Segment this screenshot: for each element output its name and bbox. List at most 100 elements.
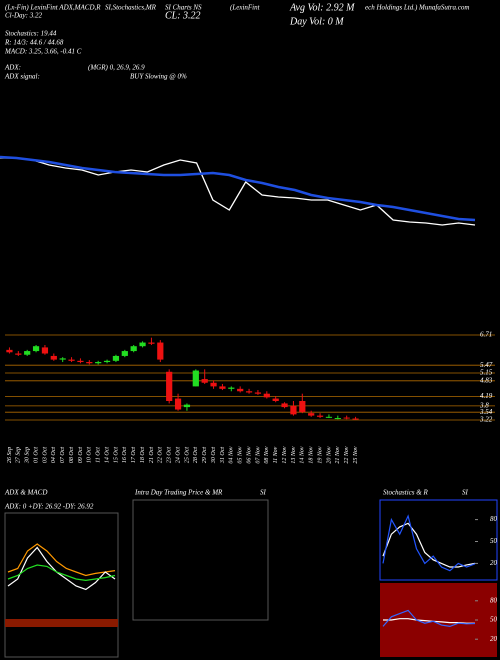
candle-body: [299, 401, 306, 412]
annotation: SI Charts NS: [165, 4, 202, 12]
x-tick-label: 28 Oct: [193, 447, 199, 463]
x-tick-label: 25 Oct: [184, 447, 190, 463]
y-tick-label: 5.15: [480, 369, 493, 377]
y-tick-label: 6.71: [480, 331, 492, 339]
series-line: [382, 514, 476, 572]
x-tick-label: 29 Oct: [202, 447, 208, 463]
annotation: MACD: 3.25, 3.66, -0.41 C: [4, 48, 82, 56]
adx-panel: [4, 512, 119, 658]
x-tick-label: 30 Sep: [25, 447, 31, 464]
annotation: (LexinFint: [230, 4, 261, 12]
candle-body: [254, 392, 262, 394]
candle-body: [121, 351, 128, 356]
candle-body: [112, 355, 120, 361]
y-tick-label: 3.22: [479, 416, 493, 424]
candle-body: [334, 418, 341, 420]
x-tick-label: 25 Nov: [353, 446, 359, 464]
x-tick-label: 03 Oct: [42, 447, 48, 463]
intraday-panel: [132, 499, 269, 621]
candle-body: [174, 398, 182, 410]
candle-body: [316, 415, 324, 417]
candle-body: [68, 359, 75, 361]
annotation: Day Vol: 0 M: [289, 16, 344, 27]
series-line: [382, 609, 476, 628]
series-line: [7, 543, 116, 577]
series-line: [0, 155, 476, 222]
annotation: Stochastics: 19.44: [5, 30, 57, 38]
candle-body: [130, 346, 137, 352]
candle-body: [77, 360, 84, 363]
annotation: Cl-Day: 3.22: [5, 12, 42, 20]
annotation: (Lx-Fin) LexinFint ADX,MACD,R: [5, 4, 101, 12]
x-tick-label: 24 Oct: [174, 447, 181, 463]
y-tick-label: 5.47: [480, 361, 493, 369]
x-tick-label: 05 Nov: [238, 446, 244, 464]
candle-body: [325, 416, 333, 418]
x-tick-label: 18 Oct: [140, 447, 146, 463]
x-tick-label: 08 Nov: [264, 446, 270, 464]
x-tick-label: 14 Nov: [299, 446, 306, 464]
candle-body: [95, 362, 102, 364]
x-tick-label: 22 Oct: [158, 447, 164, 463]
panel-title: Intra Day Trading Price & MR: [134, 489, 223, 497]
candle-body: [139, 342, 146, 347]
panel-title: Stochastics & R: [383, 489, 428, 497]
x-tick-label: 12 Nov: [282, 446, 288, 464]
x-tick-label: 04 Nov: [228, 446, 235, 464]
y-tick-label: 4.19: [480, 392, 493, 400]
x-tick-label: 16 Oct: [122, 447, 128, 463]
candle-body: [210, 382, 217, 387]
annotation: SI,Stochastics,MR: [105, 4, 157, 12]
macd-band: [5, 619, 118, 627]
x-tick-label: 11 Oct: [96, 447, 102, 463]
candle-body: [263, 393, 270, 398]
panel-title: ADX & MACD: [4, 489, 47, 497]
candle-body: [183, 404, 191, 408]
x-tick-label: 11 Nov: [273, 446, 279, 463]
x-tick-label: 26 Sep: [7, 447, 13, 463]
candle-body: [148, 342, 155, 344]
candle-body: [86, 362, 93, 364]
rsi-panel: [380, 583, 497, 657]
x-tick-label: 14 Oct: [103, 447, 110, 463]
y-tick-label: 50: [490, 537, 498, 545]
y-tick-label: 3.8: [479, 401, 489, 409]
annotation: Avg Vol: 2.92 M: [289, 2, 355, 13]
candle-body: [219, 386, 226, 389]
x-tick-label: 10 Oct: [87, 447, 93, 463]
series-line: [7, 546, 116, 591]
candle-body: [24, 351, 31, 355]
annotation: (MGR) 0, 26.9, 26.9: [88, 64, 145, 72]
x-tick-label: 22 Nov: [344, 446, 350, 464]
x-tick-label: 07 Oct: [60, 447, 66, 463]
y-tick-label: 20: [490, 559, 498, 567]
candle-body: [272, 398, 279, 402]
stochastics-panel: [379, 499, 498, 581]
x-tick-label: 06 Nov: [246, 446, 252, 464]
annotation: BUY Slowing @ 0%: [130, 73, 187, 81]
candle-body: [59, 358, 66, 360]
series-line: [382, 522, 476, 568]
x-tick-label: 17 Oct: [131, 447, 137, 463]
candle-body: [41, 347, 49, 354]
panel-subtitle: SI: [260, 489, 267, 497]
candle-body: [290, 405, 297, 415]
annotation: ech Holdings Ltd.) MunafaSutra.com: [365, 4, 469, 12]
candle-body: [343, 417, 350, 419]
candle-body: [281, 403, 288, 408]
series-line: [0, 157, 476, 226]
candle-body: [103, 360, 111, 363]
y-tick-label: 3.54: [479, 408, 493, 416]
candle-body: [228, 387, 235, 389]
x-tick-label: 08 Oct: [69, 447, 75, 463]
candle-body: [50, 355, 57, 360]
candle-body: [237, 388, 244, 392]
candle-body: [32, 346, 40, 352]
x-tick-label: 18 Nov: [309, 446, 315, 464]
annotation: ADX:: [4, 64, 21, 72]
annotation: ADX signal:: [4, 73, 40, 81]
x-tick-label: 27 Sep: [16, 447, 22, 463]
x-tick-label: 23 Oct: [167, 447, 173, 463]
